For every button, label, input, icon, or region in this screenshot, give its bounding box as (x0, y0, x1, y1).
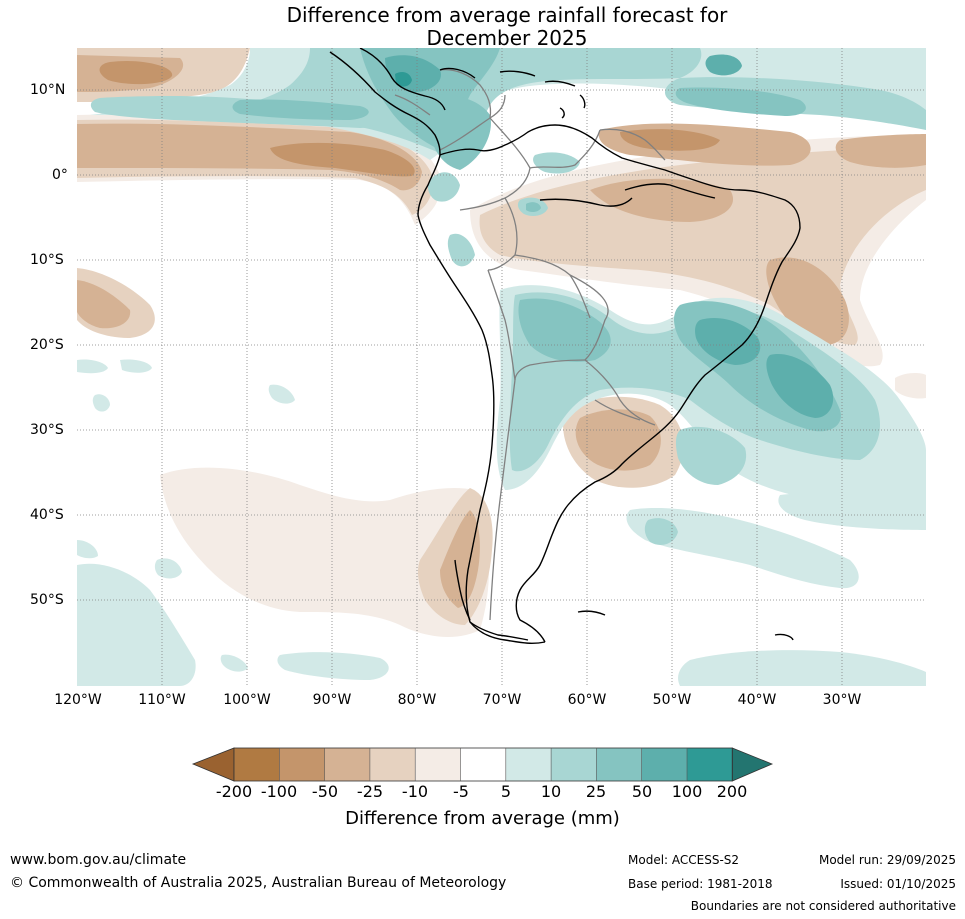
colorbar-tick-label: 25 (585, 782, 607, 801)
country-borders (394, 69, 666, 621)
colorbar-swatch-wet-25 (596, 748, 642, 781)
anomaly-fields (77, 48, 926, 686)
wet-region-pacific-south-2 (277, 652, 389, 680)
lon-label-40w: 40°W (737, 692, 777, 708)
lon-label-80w: 80°W (397, 692, 437, 708)
wet-region-panama-colombia (429, 94, 491, 170)
colorbar-tick-label: 50 (631, 782, 653, 801)
colorbar-swatch-dry-100 (279, 748, 325, 781)
wet-region-south-atlantic-far (678, 650, 926, 686)
copyright-text: © Commonwealth of Australia 2025, Austra… (10, 875, 507, 891)
colorbar-tick-label: -5 (453, 782, 469, 801)
lon-label-100w: 100°W (223, 692, 271, 708)
colorbar-swatch-wet-5 (505, 748, 552, 781)
dry-band-equatorial-peak (270, 142, 415, 177)
wet-region-atlantic-east (705, 54, 742, 76)
lon-label-50w: 50°W (652, 692, 692, 708)
dry-region-east-atlantic (835, 134, 926, 168)
colorbar-swatch-above-200 (731, 747, 774, 782)
lon-label-60w: 60°W (567, 692, 607, 708)
colorbar-tick-label: 100 (671, 782, 703, 801)
dry-region-south-pacific (160, 467, 490, 637)
lat-label-40s: 40°S (30, 507, 64, 523)
wet-region-pacific-west-1 (77, 359, 108, 374)
wet-region-south-atlantic (626, 508, 859, 589)
wet-region-pacific-west-5 (77, 540, 98, 559)
colorbar-frame (233, 747, 733, 782)
lon-label-90w: 90°W (312, 692, 352, 708)
dry-region-uruguay-core (575, 409, 661, 471)
colorbar-tick-label: -10 (401, 782, 429, 801)
colorbar-swatch-wet-100 (687, 748, 733, 781)
wet-region-chile-central (511, 418, 530, 452)
dry-region-nw-pacific-inner (99, 60, 173, 85)
wet-region-southeast-brazil-inner (695, 318, 761, 365)
lon-label-110w: 110°W (138, 692, 186, 708)
lat-label-30s: 30°S (30, 422, 64, 438)
wet-region-central-america-peak (395, 72, 412, 87)
lon-label-120w: 120°W (54, 692, 102, 708)
colorbar-tick-label: -200 (215, 782, 253, 801)
wet-region-colombia-south (427, 172, 460, 202)
coastlines (329, 48, 801, 644)
dry-region-ne-coast-inner (620, 129, 720, 151)
website-link[interactable]: www.bom.gov.au/climate (10, 852, 187, 868)
issued-text: Issued: 01/10/2025 (840, 877, 956, 891)
wet-region-atlantic-itcz-core (675, 87, 806, 116)
wet-region-peru-small (447, 233, 475, 267)
wet-region-sacz-inner (518, 298, 611, 362)
wet-region-tropical-pacific-core (232, 99, 369, 120)
title-line-1: Difference from average rainfall forecas… (286, 3, 728, 27)
wet-region-pacific-west-2 (92, 394, 110, 412)
colorbar-tick-label: 10 (540, 782, 562, 801)
lat-label-20s: 20°S (30, 337, 64, 353)
colorbar-tick-label: 5 (500, 782, 512, 801)
colorbar-swatch-dry-200 (234, 748, 280, 781)
wet-region-south-atlantic-east (778, 493, 926, 530)
colorbar-swatch-wet-50 (641, 748, 687, 781)
model-text: Model: ACCESS-S2 (628, 853, 740, 867)
wet-region-pacific-west-4 (268, 384, 295, 404)
colorbar-swatch-below-200 (191, 747, 235, 782)
dry-region-east-pacific-south-core (77, 280, 131, 329)
model-run-text: Model run: 29/09/2025 (818, 853, 956, 867)
colorbar-title: Difference from average (mm) (345, 808, 620, 829)
colorbar-tick-label: -100 (260, 782, 298, 801)
gridlines (77, 48, 926, 686)
dry-band-equatorial-inner (77, 123, 422, 191)
wet-region-venezuela (533, 152, 580, 174)
dry-region-patagonia-core (440, 510, 480, 608)
lat-label-10n: 10°N (30, 82, 66, 98)
wet-region-pacific-southwest (77, 563, 196, 686)
boundaries-note: Boundaries are not considered authoritat… (690, 899, 956, 913)
map-title: Difference from average rainfall forecas… (0, 4, 965, 50)
lat-label-50s: 50°S (30, 592, 64, 608)
base-period-text: Base period: 1981-2018 (628, 877, 773, 891)
colorbar-tick-label: -25 (356, 782, 384, 801)
colorbar-swatch-dry-50 (324, 748, 370, 781)
dry-region-east-brazil-coast (895, 373, 926, 399)
wet-region-uruguay-east (675, 426, 747, 485)
lon-label-30w: 30°W (822, 692, 862, 708)
colorbar-dividers (278, 748, 688, 781)
lat-label-10s: 10°S (30, 252, 64, 268)
wet-region-pacific-south-3 (220, 654, 248, 672)
colorbar (191, 747, 774, 782)
colorbar-swatch-dry-25 (369, 748, 416, 781)
dry-region-brazil-east (766, 257, 849, 345)
wet-region-south-atlantic-core (644, 518, 678, 545)
lon-label-70w: 70°W (482, 692, 522, 708)
title-line-2: December 2025 (426, 26, 588, 50)
wet-region-pacific-west-3 (120, 359, 152, 373)
colorbar-swatch-wet-10 (551, 748, 597, 781)
colorbar-tick-label: 200 (716, 782, 748, 801)
colorbar-tick-label: -50 (311, 782, 339, 801)
colorbar-swatch-neutral (460, 748, 506, 781)
wet-region-atlantic-south (766, 354, 834, 418)
wet-region-amazon-west-inner (526, 202, 541, 213)
lat-label-0: 0° (52, 167, 68, 183)
rainfall-map (77, 48, 926, 686)
colorbar-swatch-dry-10 (415, 748, 461, 781)
